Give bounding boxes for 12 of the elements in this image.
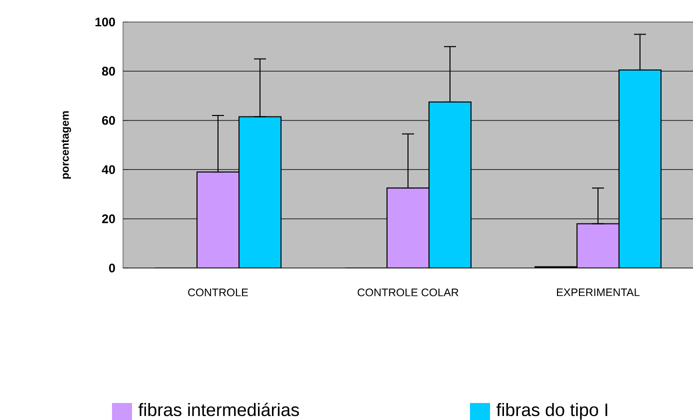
y-tick-label: 100 xyxy=(95,18,115,26)
y-axis-title: porcentagem xyxy=(62,111,72,179)
y-tick-label: 80 xyxy=(102,66,115,76)
x-tick-label: EXPERIMENTAL xyxy=(557,288,640,296)
y-tick-label: 60 xyxy=(102,116,115,125)
x-tick-label: CONTROLE xyxy=(188,288,248,296)
x-tick-label: CONTROLE COLAR xyxy=(358,288,458,296)
legend-label: fibras do tipo I xyxy=(496,403,608,420)
y-tick-label: 0 xyxy=(109,264,115,272)
y-tick-label: 40 xyxy=(102,165,115,174)
legend-label: fibras intermediárias xyxy=(138,402,299,416)
y-tick-label: 20 xyxy=(102,214,115,224)
